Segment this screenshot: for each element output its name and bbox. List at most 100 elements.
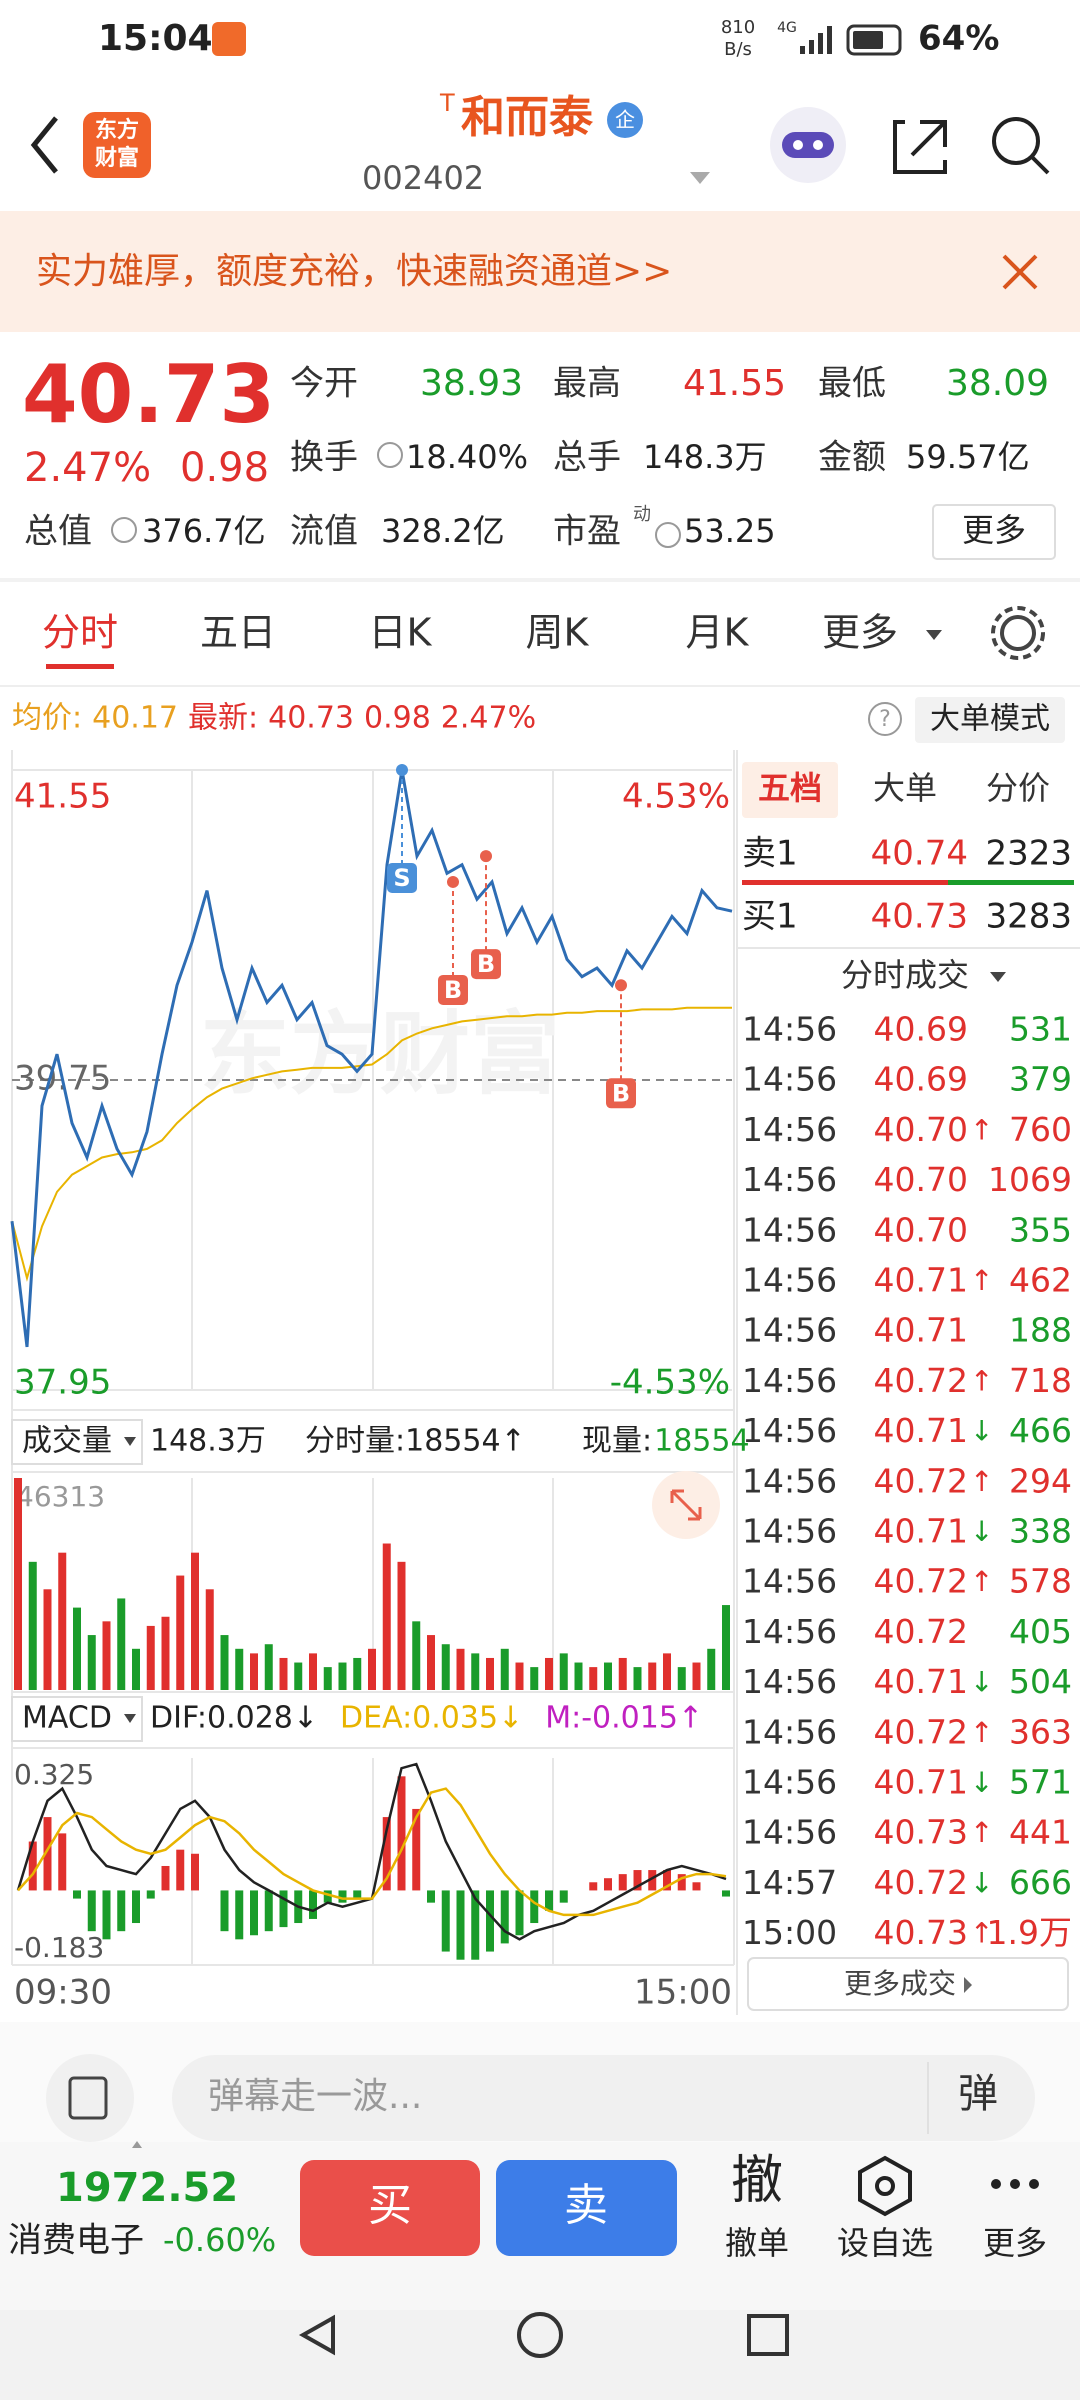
nav-recent[interactable] bbox=[747, 2314, 789, 2356]
trade-volume: 1.9万 bbox=[987, 1913, 1072, 1952]
trade-time: 14:56 bbox=[742, 1813, 837, 1852]
volume-bar bbox=[412, 1621, 421, 1690]
macd-bar bbox=[58, 1833, 67, 1891]
y2-tick-label: -4.53% bbox=[610, 1363, 730, 1403]
cancel-icon[interactable]: 撤 bbox=[731, 2151, 783, 2211]
volume-bar bbox=[559, 1653, 568, 1690]
book-price: 40.74 bbox=[871, 834, 968, 874]
share-button[interactable] bbox=[893, 120, 947, 174]
index-name[interactable]: 消费电子 bbox=[8, 2221, 144, 2261]
panel-tab[interactable]: 大单 bbox=[873, 769, 937, 807]
more-label[interactable]: 更多 bbox=[983, 2224, 1047, 2262]
trade-time: 14:56 bbox=[742, 1261, 837, 1300]
settings-gear bbox=[991, 606, 1045, 660]
buy-button-text[interactable]: 买 bbox=[368, 2180, 412, 2231]
mode-button[interactable] bbox=[915, 697, 1065, 743]
banner-close[interactable] bbox=[1002, 254, 1038, 290]
current-volume: 18554 bbox=[654, 1424, 749, 1459]
comment-input[interactable] bbox=[172, 2055, 1035, 2141]
back-button[interactable] bbox=[30, 116, 58, 174]
macd-bar bbox=[87, 1890, 96, 1932]
volume-dropdown[interactable] bbox=[124, 1437, 136, 1446]
volume-bar bbox=[146, 1625, 155, 1690]
settings-button[interactable] bbox=[1000, 615, 1036, 651]
volume-bar bbox=[353, 1657, 362, 1690]
macd-bar bbox=[604, 1878, 612, 1891]
tab[interactable]: 更多 bbox=[822, 611, 898, 655]
enterprise-badge bbox=[607, 102, 643, 138]
mode-button-text[interactable]: 大单模式 bbox=[930, 702, 1050, 737]
more-trades-button[interactable] bbox=[747, 1957, 1069, 2011]
volume-bar bbox=[220, 1635, 229, 1690]
trade-direction: ↑ bbox=[970, 1565, 993, 1598]
macd-bar bbox=[28, 1841, 37, 1891]
more-icon[interactable] bbox=[991, 2179, 1039, 2189]
info-icons bbox=[111, 442, 681, 548]
trades-dropdown[interactable] bbox=[990, 972, 1006, 982]
macd-bar bbox=[648, 1870, 657, 1891]
comment-settings[interactable] bbox=[46, 2054, 134, 2142]
nav-back[interactable] bbox=[298, 2314, 335, 2356]
tab-dropdown[interactable] bbox=[926, 630, 942, 640]
trade-time: 15:00 bbox=[742, 1913, 837, 1952]
trade-time: 14:56 bbox=[742, 1461, 837, 1500]
volume-bar bbox=[323, 1667, 332, 1690]
sell-button[interactable] bbox=[496, 2160, 677, 2256]
sell-button-text[interactable]: 卖 bbox=[564, 2180, 608, 2231]
volume-bar bbox=[368, 1648, 376, 1690]
macd-bar bbox=[456, 1890, 465, 1960]
trade-price: 40.71 bbox=[874, 1411, 968, 1450]
assistant-eye bbox=[813, 140, 823, 150]
macd-bar bbox=[323, 1890, 332, 1903]
indicator-selector[interactable] bbox=[11, 1696, 143, 1742]
macd-bar bbox=[722, 1890, 730, 1897]
panel-tab[interactable]: 五档 bbox=[758, 769, 822, 807]
nav-home[interactable] bbox=[517, 2312, 563, 2358]
app-icon bbox=[212, 22, 246, 56]
code-dropdown[interactable] bbox=[690, 172, 710, 184]
index-change[interactable]: -0.60% bbox=[163, 2221, 276, 2259]
volume-bar bbox=[604, 1662, 612, 1690]
macd-bar bbox=[176, 1849, 185, 1891]
help-icon-mark: ? bbox=[879, 707, 891, 732]
volume-bar bbox=[102, 1621, 111, 1690]
signal-type: 4G bbox=[777, 20, 797, 36]
comment-placeholder[interactable]: 弹幕走一波... bbox=[208, 2076, 422, 2117]
tab[interactable]: 月K bbox=[686, 611, 750, 655]
tab[interactable]: 分时 bbox=[42, 611, 118, 655]
logo-text: 东方 bbox=[95, 117, 139, 143]
banner[interactable] bbox=[0, 211, 1080, 332]
trade-time: 14:56 bbox=[742, 1110, 837, 1149]
buy-button[interactable] bbox=[300, 2160, 480, 2256]
cancel-label[interactable]: 撤单 bbox=[725, 2224, 789, 2262]
field-value: 41.55 bbox=[683, 363, 786, 404]
volume-bar bbox=[427, 1635, 435, 1690]
index-value[interactable]: 1972.52 bbox=[56, 2165, 238, 2211]
macd-bar bbox=[663, 1870, 671, 1891]
trade-price: 40.72 bbox=[874, 1361, 968, 1400]
volume-bar bbox=[677, 1667, 686, 1690]
indicator-dropdown[interactable] bbox=[124, 1714, 136, 1723]
volume-selector[interactable] bbox=[11, 1419, 143, 1465]
search-button[interactable] bbox=[992, 117, 1040, 165]
volume-bar bbox=[191, 1552, 199, 1690]
more-trades-text[interactable]: 更多成交 bbox=[844, 1967, 956, 2000]
comment-button[interactable]: 弹 bbox=[958, 2071, 998, 2117]
trade-price: 40.72 bbox=[874, 1863, 968, 1902]
volume-bar bbox=[235, 1648, 244, 1690]
panel-tab[interactable]: 分价 bbox=[986, 769, 1050, 807]
tab[interactable]: 五日 bbox=[200, 611, 276, 655]
more-button[interactable] bbox=[932, 504, 1056, 560]
battery-text: 64% bbox=[918, 19, 999, 59]
annotation-text: B bbox=[612, 1079, 630, 1107]
help-icon[interactable] bbox=[868, 702, 902, 736]
banner-text[interactable]: 实力雄厚，额度充裕，快速融资通道>> bbox=[36, 251, 672, 292]
watchlist-icon[interactable] bbox=[858, 2155, 912, 2217]
watchlist-label[interactable]: 设自选 bbox=[837, 2224, 933, 2262]
tab[interactable]: 日K bbox=[369, 611, 433, 655]
volume-bar bbox=[294, 1662, 303, 1690]
tab[interactable]: 周K bbox=[526, 611, 590, 655]
volume-bar bbox=[722, 1605, 730, 1690]
more-button-text[interactable]: 更多 bbox=[962, 511, 1026, 549]
